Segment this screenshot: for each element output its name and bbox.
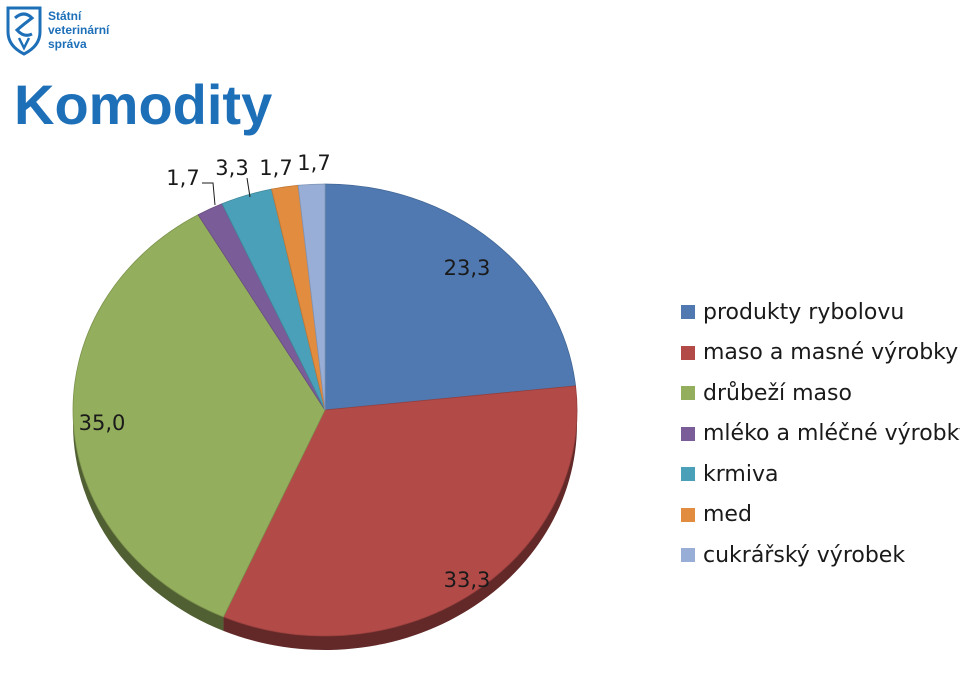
data-label-3: 1,7	[166, 166, 199, 190]
leader-line-4	[246, 177, 251, 198]
pie-depth	[73, 410, 577, 650]
logo-text-line-3: správa	[48, 37, 87, 51]
pie-slice-2	[72, 214, 326, 618]
logo-text-line-2: veterinární	[48, 23, 110, 37]
legend-item-3: mléko a mléčné výrobky	[681, 414, 960, 455]
shield-logo-icon	[6, 6, 42, 56]
pie-slice-0	[324, 183, 577, 411]
legend-item-2: drůbeží maso	[681, 373, 960, 414]
logo: Státní veterinární správa	[4, 4, 124, 60]
legend-item-5: med	[681, 495, 960, 536]
data-label-2: 35,0	[79, 411, 126, 435]
legend-item-0: produkty rybolovu	[681, 292, 960, 333]
legend-label: krmiva	[703, 461, 779, 487]
pie-slice-6	[297, 183, 326, 411]
data-label-1: 33,3	[444, 568, 491, 592]
page-title: Komodity	[14, 73, 273, 136]
data-label-0: 23,3	[444, 256, 491, 280]
chart-legend: produkty rybolovu maso a masné výrobky drů…	[681, 292, 960, 576]
data-label-6: 1,7	[297, 151, 330, 175]
data-label-4: 3,3	[215, 156, 248, 180]
legend-label: cukrářský výrobek	[703, 542, 906, 568]
pie-slice-1	[222, 385, 578, 637]
legend-label: med	[703, 502, 752, 528]
legend-label: mléko a mléčné výrobky	[703, 421, 960, 447]
legend-item-4: krmiva	[681, 454, 960, 495]
legend-label: drůbeží maso	[703, 380, 852, 406]
legend-item-6: cukrářský výrobek	[681, 535, 960, 576]
legend-label: produkty rybolovu	[703, 299, 905, 325]
leader-line-3	[202, 182, 216, 206]
legend-swatch	[681, 386, 695, 401]
legend-swatch	[681, 467, 695, 482]
legend-swatch	[681, 345, 695, 360]
legend-swatch	[681, 548, 695, 563]
legend-swatch	[681, 507, 695, 522]
pie-side-1	[223, 410, 577, 650]
legend-label: maso a masné výrobky	[703, 340, 959, 366]
pie-side-2	[73, 410, 224, 631]
legend-swatch	[681, 305, 695, 320]
legend-swatch	[681, 426, 695, 441]
data-label-5: 1,7	[259, 156, 292, 180]
legend-item-1: maso a masné výrobky	[681, 333, 960, 374]
logo-text-line-1: Státní	[48, 9, 82, 23]
